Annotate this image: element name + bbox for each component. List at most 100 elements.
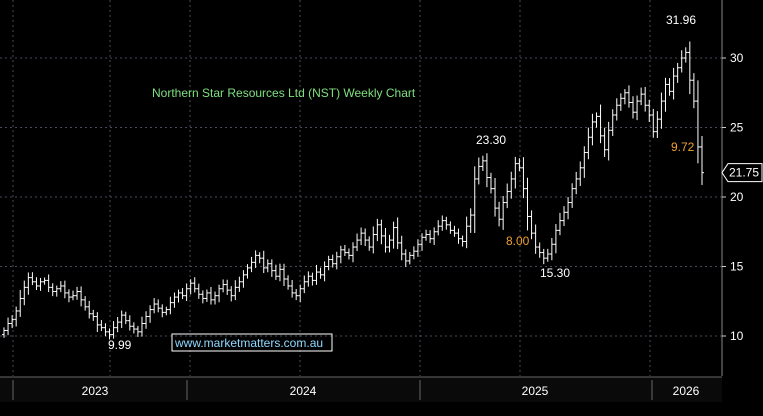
price-bar <box>549 237 554 261</box>
annotation-label: 31.96 <box>666 13 696 27</box>
price-bar <box>322 261 327 282</box>
price-bar <box>152 298 157 314</box>
price-bar <box>631 96 636 119</box>
price-bar <box>38 277 43 291</box>
price-bar <box>578 161 583 187</box>
price-bar <box>168 296 173 315</box>
price-bar <box>6 317 11 336</box>
price-bar <box>277 263 282 282</box>
price-bar <box>387 234 392 253</box>
annotation-layer: 31.96 23.30 9.99 15.30 8.00 9.72 <box>108 13 696 352</box>
y-tick-label: 25 <box>730 121 744 135</box>
price-bar <box>403 249 408 267</box>
price-bar <box>286 275 291 290</box>
price-bar <box>237 276 242 292</box>
price-bar <box>213 291 218 305</box>
price-bar <box>192 277 197 293</box>
price-bar <box>208 286 213 305</box>
price-bar <box>383 227 388 253</box>
price-bar <box>574 171 579 195</box>
price-bar <box>671 67 676 100</box>
price-bar <box>525 177 530 231</box>
price-bar <box>391 221 396 249</box>
price-bar <box>602 127 607 157</box>
price-bar <box>513 156 518 189</box>
price-bar <box>233 280 238 301</box>
annotation-label: 8.00 <box>506 234 530 248</box>
price-bar <box>95 312 100 333</box>
price-bar <box>626 85 631 108</box>
watermark: www.marketmatters.com.au <box>171 333 333 352</box>
price-bar <box>111 321 116 339</box>
price-bar <box>598 104 603 144</box>
price-bar <box>103 323 108 337</box>
price-bar <box>298 284 303 303</box>
price-bar <box>570 183 575 208</box>
price-bar <box>695 80 700 164</box>
price-bar <box>200 290 205 304</box>
watermark-box <box>171 333 333 352</box>
price-bar <box>119 310 124 329</box>
x-tick-label: 2023 <box>82 384 109 398</box>
price-bar <box>164 306 169 316</box>
price-bar <box>663 77 668 112</box>
price-bar <box>436 220 441 236</box>
price-bar <box>58 281 63 293</box>
y-tick-labels: 10 15 20 25 30 <box>722 51 744 343</box>
price-bar <box>22 280 27 306</box>
price-bar <box>622 89 627 105</box>
price-bar <box>342 244 347 257</box>
price-bar <box>282 263 287 287</box>
price-bar <box>375 218 380 242</box>
last-price-label: 21.75 <box>729 166 759 180</box>
price-bar <box>444 216 449 230</box>
price-bar <box>379 219 384 245</box>
price-bar <box>493 177 498 217</box>
y-tick-label: 30 <box>730 51 744 65</box>
price-bar <box>30 272 35 286</box>
price-bar <box>351 242 355 263</box>
price-bar <box>330 254 335 268</box>
last-price-tag: 21.75 <box>721 163 763 183</box>
price-bar <box>318 267 323 279</box>
price-bar <box>229 286 234 302</box>
y-tick-label: 20 <box>730 190 744 204</box>
price-bar <box>553 224 558 254</box>
price-bar <box>302 275 307 294</box>
last-price-tag-shape <box>721 163 763 183</box>
price-bar <box>683 47 688 63</box>
price-bar <box>643 87 648 112</box>
price-bar <box>290 280 295 298</box>
price-bar <box>144 311 149 329</box>
price-bar <box>115 316 120 333</box>
price-bar <box>533 224 538 254</box>
price-bar <box>440 215 445 231</box>
price-bar <box>472 166 477 234</box>
x-axis-background <box>0 377 722 402</box>
price-bar <box>188 279 193 295</box>
price-bar <box>261 250 266 274</box>
grid-layer <box>0 0 722 376</box>
price-bar <box>371 226 376 254</box>
price-bar <box>91 309 96 321</box>
price-bar <box>517 158 522 172</box>
price-bar <box>468 208 473 233</box>
price-bar <box>26 272 31 295</box>
price-bar <box>148 305 153 323</box>
price-bar <box>127 315 132 331</box>
price-bar <box>269 259 274 277</box>
price-bar <box>18 289 23 317</box>
price-bar <box>355 233 360 252</box>
price-bar <box>687 41 692 95</box>
price-bar <box>428 230 433 244</box>
price-bar <box>590 113 595 146</box>
price-bars-layer <box>2 41 704 340</box>
price-bar <box>135 325 140 337</box>
price-bar <box>79 286 84 307</box>
price-bar <box>46 274 51 293</box>
annotation-label: 9.99 <box>108 338 132 352</box>
x-tick-label: 2025 <box>522 384 549 398</box>
price-bar <box>537 242 542 258</box>
